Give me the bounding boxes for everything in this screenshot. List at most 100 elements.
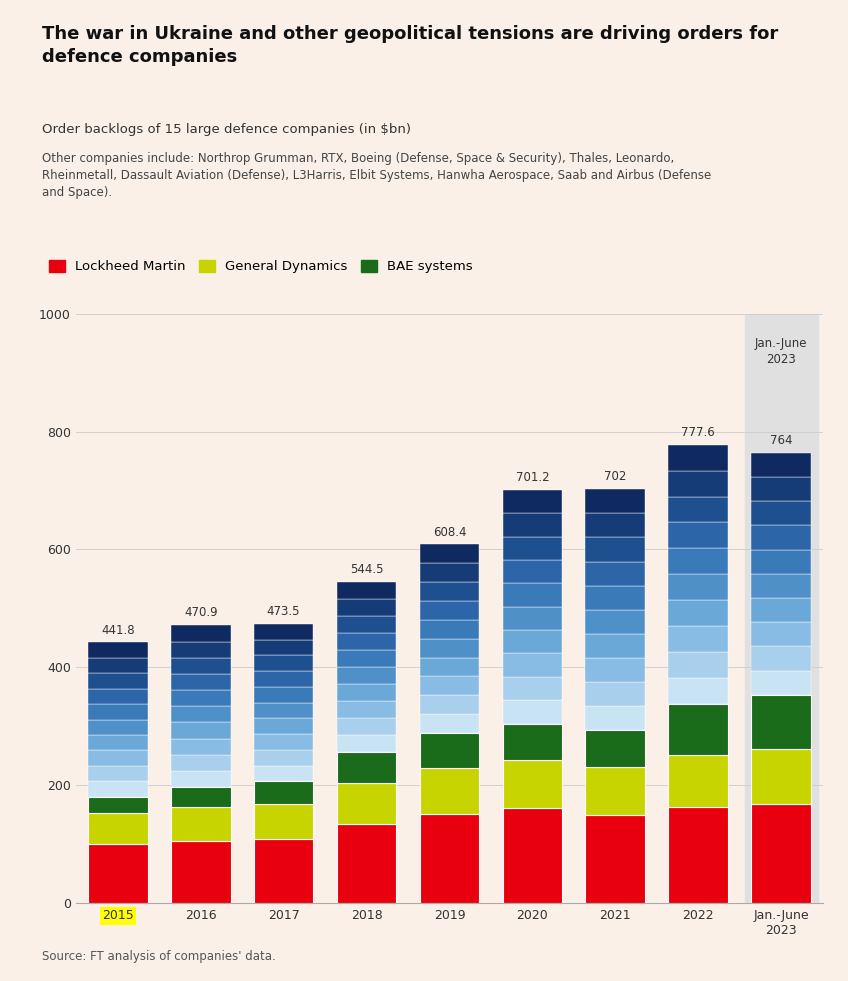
Bar [503,653,562,677]
Bar [88,781,148,797]
Bar [585,490,645,513]
Bar [420,677,479,696]
Bar [420,733,479,768]
Bar [170,739,231,754]
Bar [170,771,231,787]
Bar [420,768,479,814]
Bar [88,797,148,813]
Bar [420,714,479,733]
Bar [420,814,479,903]
Bar [503,606,562,630]
Bar [585,610,645,634]
Bar [503,584,562,606]
Bar [420,563,479,582]
Text: 470.9: 470.9 [184,606,217,619]
Bar [337,582,396,599]
Bar [337,633,396,650]
Bar [170,625,231,642]
Bar [170,754,231,771]
Legend: Lockheed Martin, General Dynamics, BAE systems: Lockheed Martin, General Dynamics, BAE s… [49,260,473,273]
Text: 608.4: 608.4 [432,526,466,539]
Bar [254,624,314,640]
Bar [420,582,479,601]
Bar [254,702,314,718]
Bar [751,646,811,671]
Text: 473.5: 473.5 [267,605,300,618]
Bar [668,755,728,807]
Bar [503,513,562,537]
Bar [503,700,562,724]
Bar [745,314,817,903]
Text: 544.5: 544.5 [349,563,383,576]
Bar [503,677,562,700]
Bar [751,477,811,501]
Bar [337,685,396,701]
Bar [668,626,728,651]
Bar [585,706,645,730]
Bar [337,824,396,903]
Bar [170,657,231,674]
Bar [751,453,811,477]
Bar [668,651,728,678]
Bar [420,696,479,714]
Bar [751,749,811,803]
Text: 764: 764 [770,434,792,447]
Text: 701.2: 701.2 [516,471,550,484]
Text: Order backlogs of 15 large defence companies (in $bn): Order backlogs of 15 large defence compa… [42,123,411,135]
Text: Jan.-June
2023: Jan.-June 2023 [755,337,807,367]
Bar [337,599,396,616]
Bar [420,620,479,639]
Bar [88,658,148,673]
Bar [751,695,811,749]
Bar [751,598,811,622]
Bar [254,781,314,803]
Bar [668,471,728,496]
Bar [668,600,728,626]
Bar [170,674,231,690]
Bar [585,586,645,610]
Bar [337,718,396,736]
Bar [751,803,811,903]
Bar [420,601,479,620]
Bar [337,701,396,718]
Bar [503,490,562,513]
Bar [254,687,314,702]
Bar [337,650,396,667]
Bar [585,815,645,903]
Bar [170,806,231,841]
Bar [254,718,314,734]
Text: 777.6: 777.6 [681,426,715,439]
Bar [751,574,811,598]
Bar [585,513,645,538]
Bar [503,808,562,903]
Bar [503,537,562,560]
Bar [337,616,396,633]
Bar [88,689,148,704]
Bar [751,549,811,574]
Bar [585,561,645,586]
Bar [668,703,728,755]
Bar [88,719,148,735]
Bar [503,630,562,653]
Bar [88,673,148,689]
Bar [254,671,314,687]
Bar [254,839,314,903]
Bar [254,734,314,749]
Bar [88,643,148,658]
Bar [170,722,231,739]
Bar [668,548,728,574]
Bar [88,735,148,750]
Text: Other companies include: Northrop Grumman, RTX, Boeing (Defense, Space & Securit: Other companies include: Northrop Grumma… [42,152,711,199]
Text: Source: FT analysis of companies' data.: Source: FT analysis of companies' data. [42,951,276,963]
Bar [585,634,645,658]
Bar [254,655,314,671]
Bar [585,730,645,767]
Bar [668,807,728,903]
Bar [254,803,314,839]
Bar [585,538,645,561]
Bar [503,760,562,808]
Bar [170,690,231,706]
Bar [668,678,728,703]
Bar [420,657,479,677]
Bar [88,844,148,903]
